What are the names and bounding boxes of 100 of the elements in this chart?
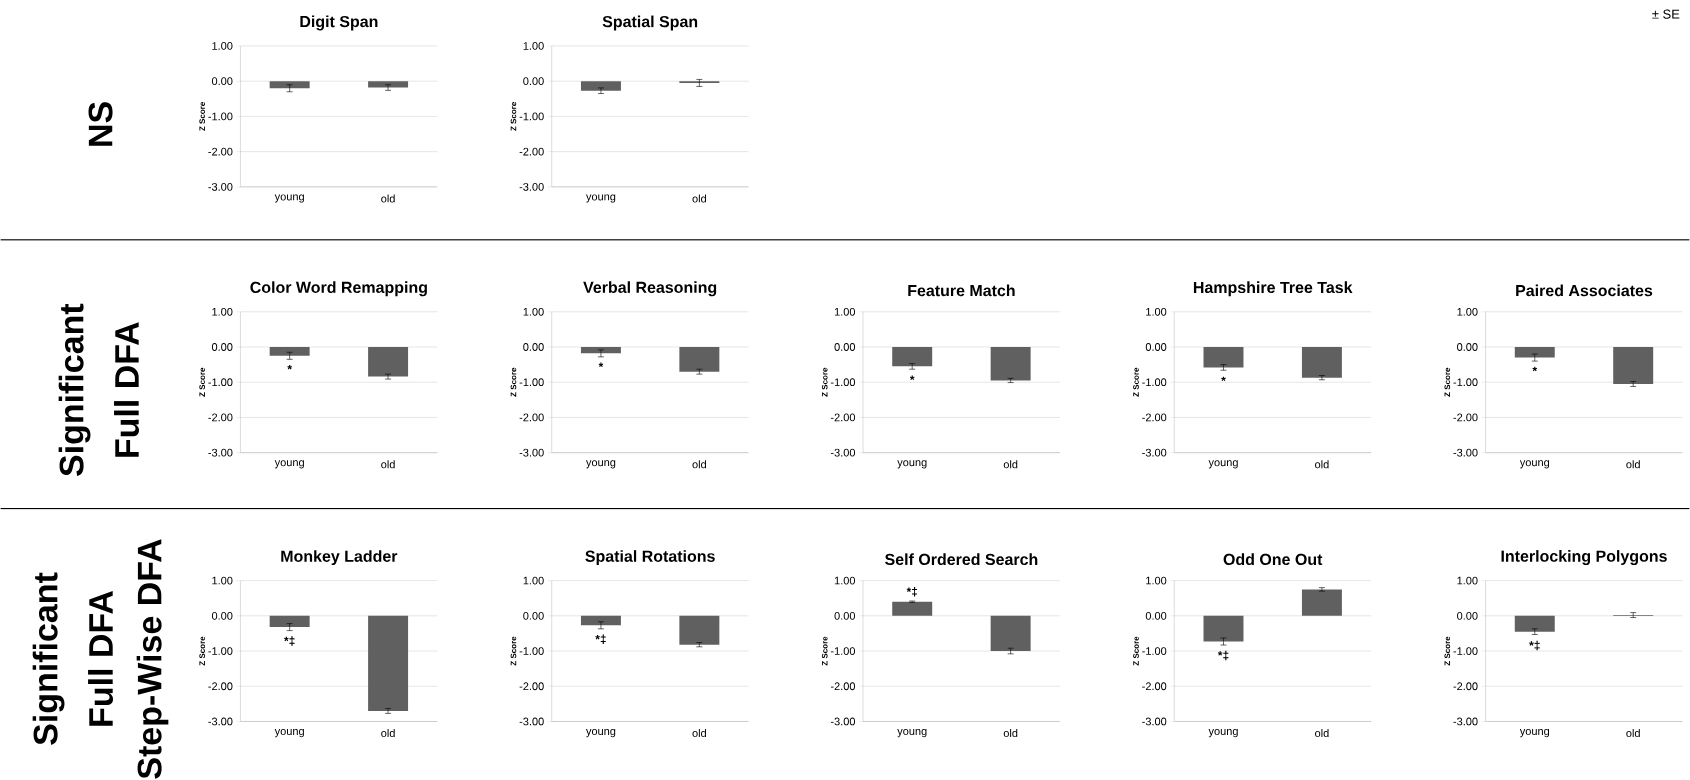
y-tick-label: 1.00 bbox=[1457, 576, 1478, 585]
y-tick-label: 1.00 bbox=[834, 308, 856, 316]
x-tick-label: young bbox=[1208, 460, 1238, 469]
y-tick-label: -1.00 bbox=[519, 378, 544, 387]
text: Step-Wise DFA bbox=[136, 539, 169, 779]
chart-title: Spatial Span bbox=[602, 15, 698, 31]
y-tick-label: 0.00 bbox=[523, 612, 544, 620]
y-tick-label: 1.00 bbox=[212, 576, 233, 585]
x-tick-label: young bbox=[897, 460, 927, 469]
x-tick-label: old bbox=[692, 729, 706, 738]
y-tick-label: -3.00 bbox=[208, 448, 233, 457]
y-tick-label: 1.00 bbox=[212, 42, 233, 51]
text: ± SE bbox=[1652, 9, 1680, 19]
x-tick-label: young bbox=[1208, 729, 1238, 738]
y-tick-label: -3.00 bbox=[1142, 717, 1167, 726]
y-tick-label: -1.00 bbox=[208, 112, 233, 121]
text: Significant bbox=[58, 303, 91, 477]
y-tick-label: -3.00 bbox=[830, 717, 856, 726]
x-tick-label: young bbox=[1519, 729, 1550, 738]
chart-title: Self Ordered Search bbox=[885, 553, 1038, 566]
y-tick-label: -2.00 bbox=[519, 147, 544, 156]
x-tick-label: old bbox=[1003, 729, 1018, 738]
x-tick-label: old bbox=[692, 460, 706, 469]
annotation: * bbox=[598, 362, 604, 368]
x-tick-label: young bbox=[585, 194, 616, 203]
chart-title: Spatial Rotations bbox=[585, 550, 715, 566]
chart-title: Paired Associates bbox=[1516, 284, 1653, 297]
y-tick-label: -2.00 bbox=[208, 147, 233, 156]
x-tick-label: young bbox=[274, 194, 304, 203]
annotation: *‡ bbox=[1529, 641, 1540, 651]
y-tick-label: -2.00 bbox=[519, 682, 544, 691]
y-tick-label: 0.00 bbox=[1457, 343, 1478, 352]
y-tick-label: 0.00 bbox=[523, 343, 544, 352]
chart-title: Interlocking Polygons bbox=[1501, 550, 1667, 566]
x-tick-label: old bbox=[1315, 729, 1329, 738]
x-tick-label: young bbox=[274, 460, 304, 469]
y-tick-label: -3.00 bbox=[1453, 717, 1478, 726]
x-tick-label: old bbox=[1315, 460, 1329, 469]
text: Significant bbox=[32, 572, 65, 746]
y-tick-label: -2.00 bbox=[830, 682, 856, 691]
annotation: * bbox=[1532, 366, 1538, 372]
y-tick-label: 0.00 bbox=[1145, 612, 1167, 620]
x-tick-label: old bbox=[692, 194, 706, 203]
y-tick-label: 1.00 bbox=[1146, 576, 1167, 585]
y-tick-label: 0.00 bbox=[834, 343, 856, 352]
annotation: *‡ bbox=[1217, 650, 1229, 661]
x-tick-label: young bbox=[585, 460, 616, 469]
y-tick-label: -3.00 bbox=[208, 717, 233, 726]
y-tick-label: 1.00 bbox=[212, 308, 233, 316]
x-tick-label: old bbox=[381, 729, 395, 738]
x-tick-label: old bbox=[381, 460, 395, 469]
y-tick-label: -1.00 bbox=[830, 378, 856, 387]
chart-title: Feature Match bbox=[908, 284, 1015, 297]
text: Full DFA bbox=[88, 591, 114, 726]
y-tick-label: -2.00 bbox=[830, 413, 856, 422]
x-tick-label: young bbox=[585, 729, 616, 738]
y-tick-label: -1.00 bbox=[519, 112, 544, 121]
y-tick-label: -1.00 bbox=[208, 647, 233, 656]
y-tick-label: 1.00 bbox=[523, 42, 544, 51]
y-tick-label: -2.00 bbox=[1142, 682, 1167, 691]
y-tick-label: -3.00 bbox=[830, 448, 856, 457]
annotation: * bbox=[909, 375, 915, 381]
y-tick-label: -2.00 bbox=[208, 413, 233, 422]
y-tick-label: 0.00 bbox=[834, 612, 856, 620]
x-tick-label: old bbox=[1626, 460, 1640, 469]
y-tick-label: -2.00 bbox=[519, 413, 544, 422]
y-tick-label: -2.00 bbox=[1453, 682, 1478, 691]
chart-title: Digit Span bbox=[300, 15, 378, 31]
y-tick-label: -3.00 bbox=[208, 183, 233, 191]
y-tick-label: -1.00 bbox=[830, 647, 856, 656]
chart-title: Monkey Ladder bbox=[281, 550, 398, 566]
y-tick-label: 1.00 bbox=[523, 576, 544, 585]
annotation: *‡ bbox=[906, 587, 918, 597]
y-tick-label: 0.00 bbox=[1145, 343, 1167, 352]
x-tick-label: young bbox=[897, 729, 927, 738]
x-tick-label: old bbox=[1626, 729, 1640, 738]
annotation: * bbox=[1221, 376, 1226, 382]
y-tick-label: -1.00 bbox=[1453, 647, 1478, 656]
y-tick-label: -3.00 bbox=[519, 183, 544, 191]
y-tick-label: 0.00 bbox=[523, 77, 544, 86]
x-tick-label: young bbox=[1519, 460, 1550, 469]
y-tick-label: 1.00 bbox=[523, 308, 544, 316]
y-tick-label: -3.00 bbox=[1453, 448, 1478, 457]
y-tick-label: -3.00 bbox=[519, 448, 544, 457]
chart-title: Odd One Out bbox=[1223, 553, 1323, 566]
chart-title: Color Word Remapping bbox=[250, 281, 427, 297]
y-tick-label: -3.00 bbox=[519, 717, 544, 726]
x-tick-label: young bbox=[274, 729, 304, 738]
y-tick-label: -1.00 bbox=[208, 378, 233, 387]
y-tick-label: 1.00 bbox=[834, 576, 856, 585]
y-tick-label: -1.00 bbox=[1453, 378, 1478, 387]
y-tick-label: -2.00 bbox=[1453, 413, 1478, 422]
text: Full DFA bbox=[114, 322, 139, 457]
chart-title: Verbal Reasoning bbox=[583, 281, 717, 297]
y-tick-label: -2.00 bbox=[208, 682, 233, 691]
y-tick-label: -1.00 bbox=[1142, 378, 1167, 387]
annotation: *‡ bbox=[595, 634, 606, 645]
y-tick-label: 0.00 bbox=[211, 612, 233, 620]
x-tick-label: old bbox=[1003, 460, 1018, 469]
y-tick-label: -3.00 bbox=[1142, 448, 1167, 457]
